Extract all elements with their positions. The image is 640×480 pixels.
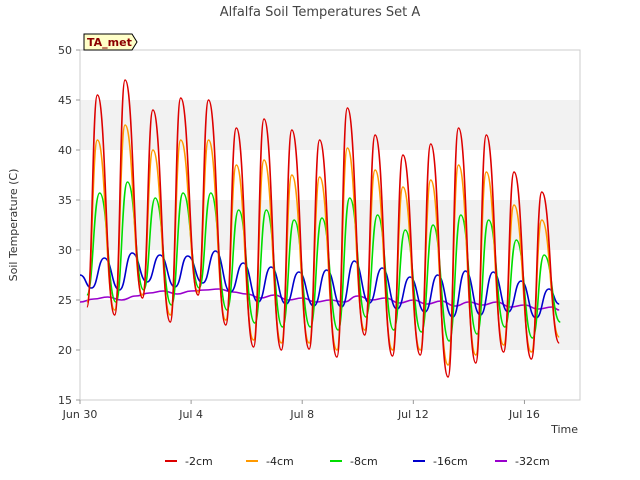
x-axis-ticks: Jun 30 Jul 4 Jul 8 Jul 12 Jul 16 [62,400,540,421]
legend: -2cm -4cm -8cm -16cm -32cm [165,455,550,468]
y-tick-label: 35 [58,194,72,207]
chart-title: Alfalfa Soil Temperatures Set A [220,5,421,20]
x-tick-label: Jul 12 [397,408,429,421]
badge-label: TA_met [87,36,132,49]
x-axis-label: Time [550,423,578,436]
legend-label: -8cm [350,455,378,468]
legend-label: -32cm [515,455,550,468]
y-axis-ticks: 15 20 25 30 35 40 45 50 [58,44,80,407]
legend-label: -16cm [433,455,468,468]
grid-band [80,100,580,150]
legend-item: -16cm [413,455,468,468]
y-tick-label: 15 [58,394,72,407]
grid-band [80,50,580,100]
y-axis-label: Soil Temperature (C) [7,169,20,282]
x-tick-label: Jul 16 [508,408,540,421]
x-tick-label: Jun 30 [62,408,98,421]
legend-item: -8cm [330,455,378,468]
legend-label: -2cm [185,455,213,468]
grid-band [80,150,580,200]
grid-band [80,200,580,250]
badge-box [83,33,138,51]
grid-band [80,350,580,400]
ta-met-badge: TA_met [83,33,138,51]
y-tick-label: 50 [58,44,72,57]
series-line-2cm [86,79,560,378]
legend-item: -2cm [165,455,213,468]
y-tick-label: 40 [58,144,72,157]
legend-item: -4cm [246,455,294,468]
x-tick-label: Jul 4 [178,408,203,421]
series-line-16cm [79,250,560,319]
y-tick-label: 30 [58,244,72,257]
grid-bands [80,50,580,400]
series-lines [79,79,562,378]
plot-area-frame [79,49,581,401]
y-tick-label: 45 [58,94,72,107]
y-tick-label: 25 [58,294,72,307]
legend-item: -32cm [495,455,550,468]
y-tick-label: 20 [58,344,72,357]
legend-label: -4cm [266,455,294,468]
x-tick-label: Jul 8 [289,408,314,421]
